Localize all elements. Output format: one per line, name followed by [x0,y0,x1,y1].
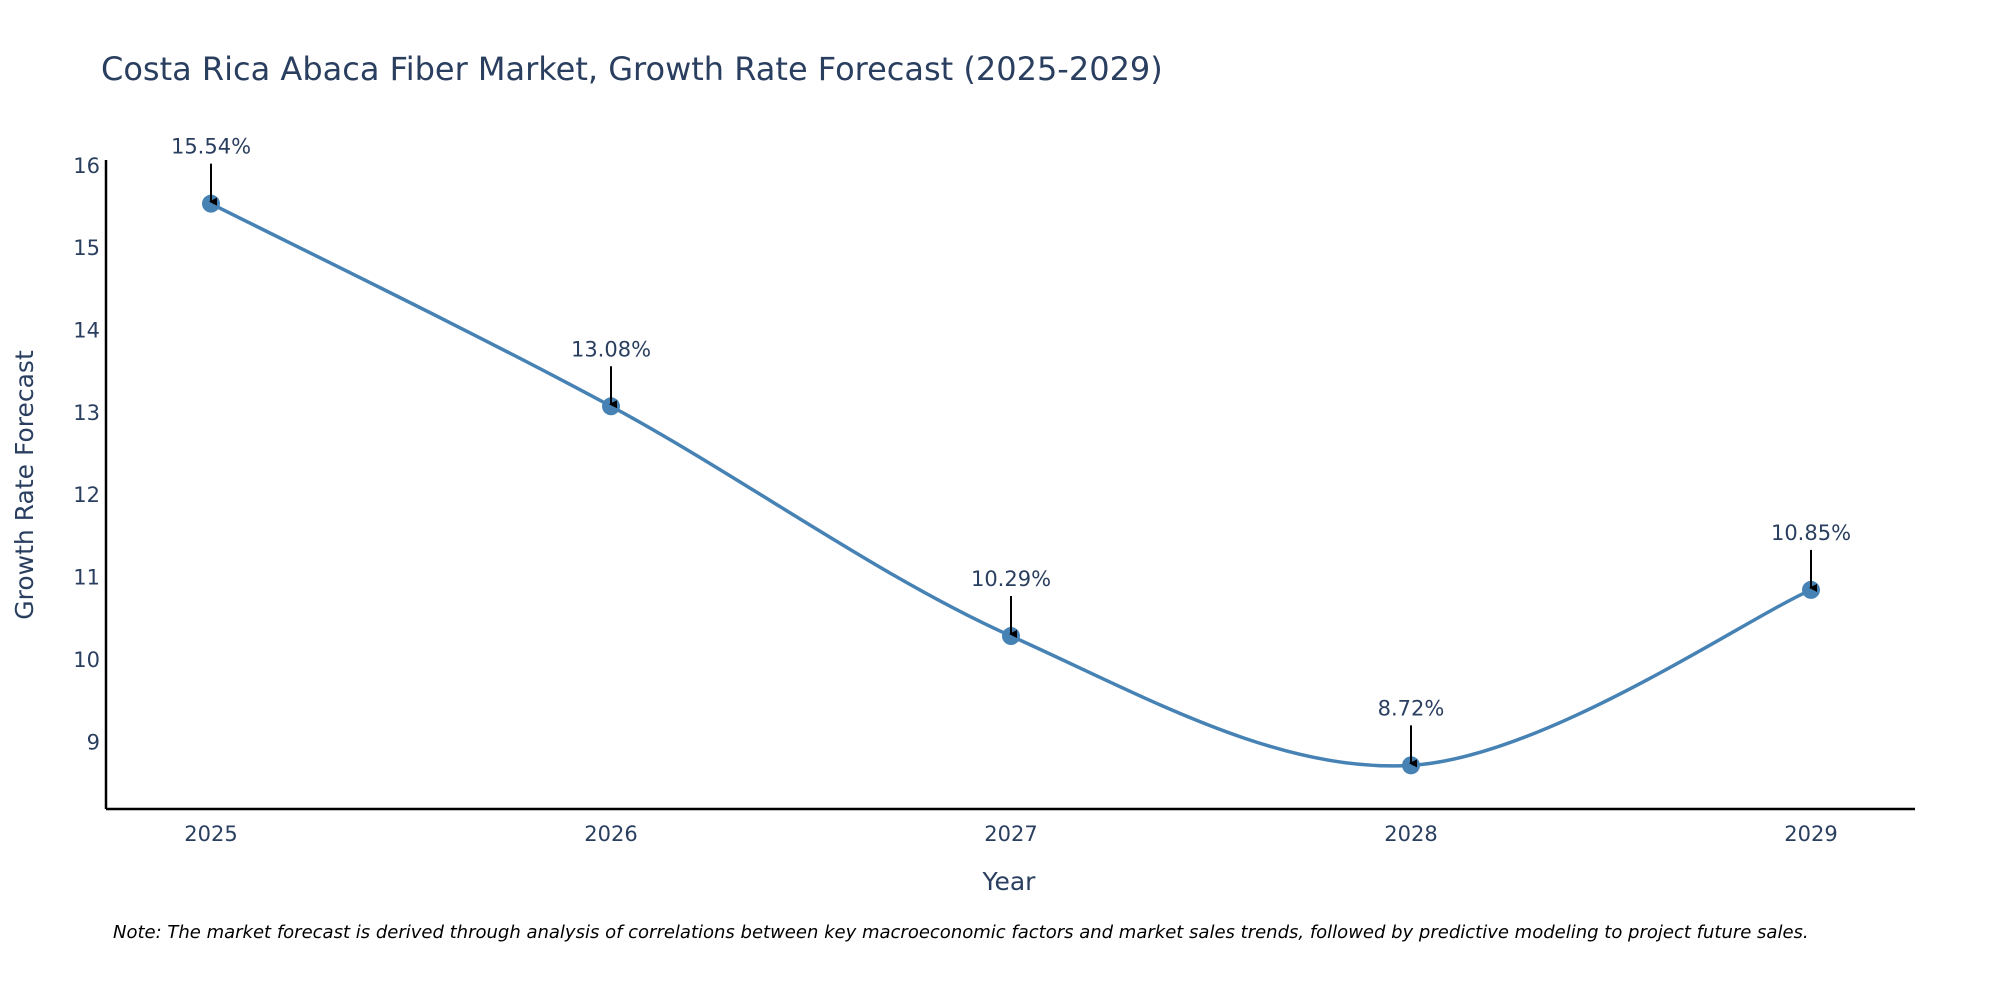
data-points [202,194,1820,775]
y-axis-ticks: 9 10 11 12 13 14 15 16 [73,154,100,755]
footnote: Note: The market forecast is derived thr… [113,922,1809,943]
x-axis-ticks: 2025 2026 2027 2028 2029 [184,822,1837,846]
y-tick-label: 10 [73,648,100,672]
x-tick-label: 2026 [584,822,637,846]
data-label: 10.85% [1771,521,1851,545]
series-line [210,202,1812,768]
x-tick-label: 2027 [984,822,1037,846]
data-label: 15.54% [171,135,251,159]
x-tick-label: 2029 [1784,822,1837,846]
y-tick-label: 13 [73,401,100,425]
y-axis-title: Growth Rate Forecast [10,350,39,620]
data-label: 8.72% [1378,696,1445,720]
x-tick-label: 2028 [1384,822,1437,846]
x-axis-title: Year [982,867,1037,896]
y-tick-label: 9 [87,730,100,754]
chart-title: Costa Rica Abaca Fiber Market, Growth Ra… [101,50,1163,88]
data-label: 13.08% [571,337,651,361]
x-tick-label: 2025 [184,822,237,846]
y-tick-label: 14 [73,318,100,342]
y-tick-label: 12 [73,483,100,507]
y-tick-label: 16 [73,154,100,178]
data-label: 10.29% [971,567,1051,591]
data-annotations: 15.54% 13.08% 10.29% 8.72% 10.85% [171,135,1851,768]
y-tick-label: 15 [73,236,100,260]
y-tick-label: 11 [73,566,100,590]
